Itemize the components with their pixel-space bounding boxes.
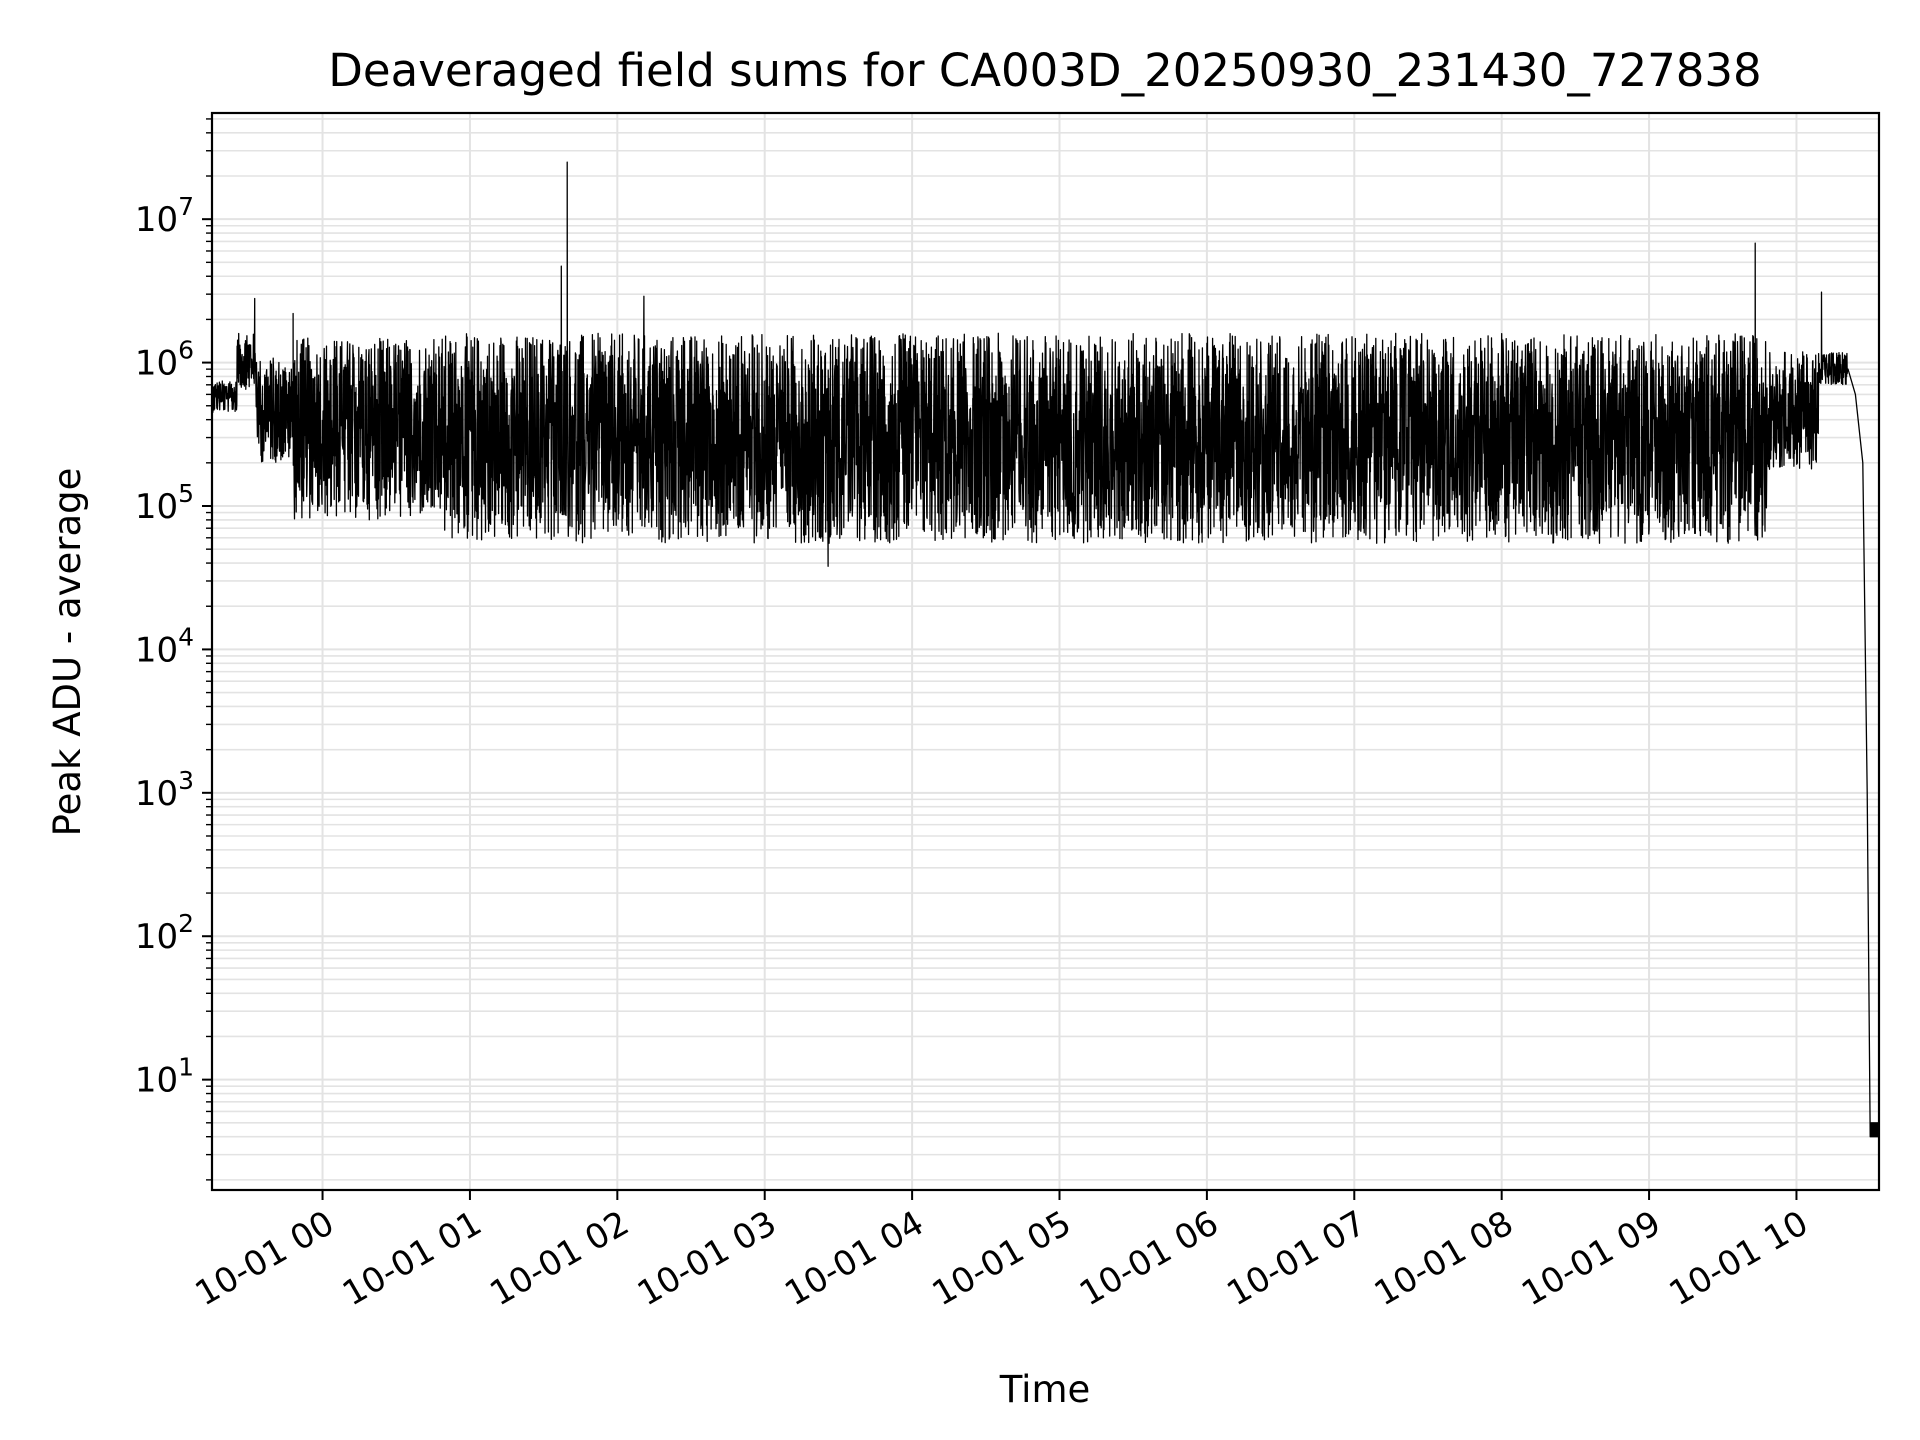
x-tick-label: 10-01 03	[631, 1203, 783, 1314]
y-tick-base: 10	[135, 200, 178, 240]
y-tick-label: 102	[135, 909, 194, 957]
y-tick-exponent: 1	[178, 1053, 194, 1082]
y-tick-exponent: 6	[178, 336, 194, 365]
y-tick-label: 104	[135, 622, 194, 670]
x-tick-label: 10-01 06	[1073, 1203, 1225, 1314]
x-axis-label: Time	[999, 1368, 1091, 1411]
y-tick-label: 103	[135, 766, 194, 814]
y-tick-label: 101	[135, 1053, 194, 1101]
y-tick-exponent: 3	[178, 766, 194, 795]
y-tick-label: 107	[135, 192, 194, 240]
y-tick-base: 10	[135, 1061, 178, 1101]
y-tick-base: 10	[135, 630, 178, 670]
x-tick-label: 10-01 07	[1220, 1203, 1372, 1314]
series-line	[211, 161, 1880, 1138]
y-tick-base: 10	[135, 487, 178, 527]
y-tick-label: 105	[135, 479, 194, 527]
x-tick-label: 10-01 10	[1663, 1203, 1815, 1314]
y-tick-base: 10	[135, 917, 178, 957]
x-tick-label: 10-01 05	[926, 1203, 1078, 1314]
series-layer	[211, 161, 1880, 1138]
x-tick-label: 10-01 01	[336, 1203, 488, 1314]
chart-title: Deaveraged field sums for CA003D_2025093…	[328, 44, 1761, 97]
y-axis-label: Peak ADU - average	[46, 468, 89, 837]
y-tick-exponent: 7	[178, 192, 194, 221]
y-tick-exponent: 4	[178, 622, 194, 651]
x-tick-label: 10-01 00	[189, 1203, 341, 1314]
x-tick-label: 10-01 02	[483, 1203, 635, 1314]
y-tick-base: 10	[135, 344, 178, 384]
y-tick-base: 10	[135, 774, 178, 814]
y-tick-exponent: 2	[178, 909, 194, 938]
x-tick-label: 10-01 08	[1368, 1203, 1520, 1314]
y-tick-exponent: 5	[178, 479, 194, 508]
plot-frame	[210, 111, 1881, 1192]
x-tick-label: 10-01 04	[778, 1203, 930, 1314]
grid	[212, 113, 1879, 1190]
x-tick-label: 10-01 09	[1515, 1203, 1667, 1314]
y-tick-label: 106	[135, 336, 194, 384]
